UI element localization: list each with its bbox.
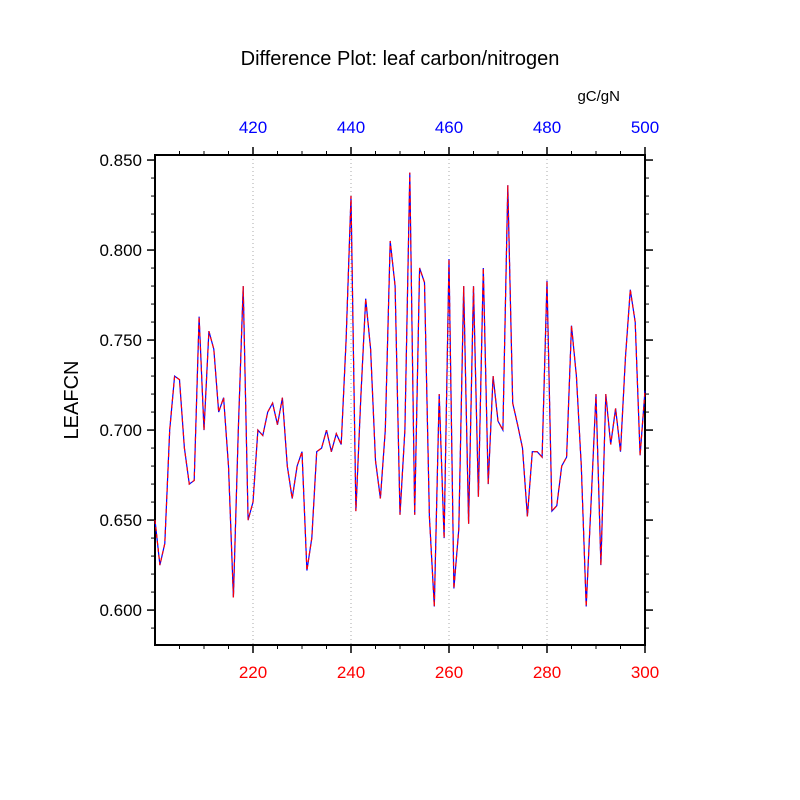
bottom-tick-label: 220	[239, 663, 267, 682]
left-tick-label: 0.650	[99, 511, 142, 530]
left-tick-label: 0.850	[99, 151, 142, 170]
top-axis-label: gC/gN	[577, 88, 620, 105]
bottom-tick-label: 260	[435, 663, 463, 682]
top-tick-label: 460	[435, 118, 463, 137]
chart-title: Difference Plot: leaf carbon/nitrogen	[240, 48, 560, 70]
left-tick-label: 0.700	[99, 421, 142, 440]
left-tick-label: 0.600	[99, 601, 142, 620]
top-tick-label: 500	[631, 118, 659, 137]
bottom-tick-label: 300	[631, 663, 659, 682]
top-tick-label: 420	[239, 118, 267, 137]
top-tick-label: 480	[533, 118, 561, 137]
left-tick-label: 0.750	[99, 331, 142, 350]
plot-frame	[154, 154, 646, 646]
bottom-tick-label: 240	[337, 663, 365, 682]
top-tick-label: 440	[337, 118, 365, 137]
bottom-tick-label: 280	[533, 663, 561, 682]
left-tick-label: 0.800	[99, 241, 142, 260]
series-case-blue-solid	[154, 172, 646, 607]
series-case-red-dashed	[154, 172, 646, 607]
